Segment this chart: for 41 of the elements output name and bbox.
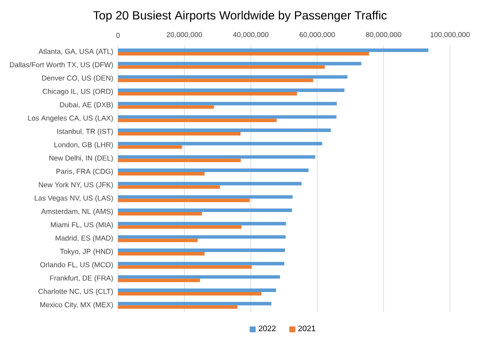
bar xyxy=(118,48,428,52)
bar xyxy=(118,182,302,186)
bar xyxy=(118,262,284,266)
bar xyxy=(118,88,344,92)
chart-title: Top 20 Busiest Airports Worldwide by Passenger Traffic xyxy=(93,10,387,22)
bar xyxy=(118,225,242,229)
bar xyxy=(118,75,348,79)
bar xyxy=(118,235,286,239)
bar xyxy=(118,65,325,69)
bar xyxy=(118,238,198,242)
bar xyxy=(118,52,369,56)
bar xyxy=(118,275,280,279)
bar xyxy=(118,78,314,82)
bar xyxy=(118,278,200,282)
bar xyxy=(118,128,331,132)
bar xyxy=(118,118,277,122)
bar xyxy=(118,302,272,306)
bar xyxy=(118,155,316,159)
bar xyxy=(118,208,292,212)
bar xyxy=(118,288,276,292)
bar xyxy=(118,195,293,199)
bar xyxy=(118,222,286,226)
bar xyxy=(118,158,241,162)
bar xyxy=(118,185,220,189)
bar xyxy=(118,212,202,216)
bar xyxy=(118,172,205,176)
bar xyxy=(118,142,322,146)
bar xyxy=(118,92,297,96)
bar xyxy=(118,62,362,66)
bar xyxy=(118,132,241,136)
bar xyxy=(118,292,262,296)
bar xyxy=(118,252,205,256)
bar xyxy=(118,115,336,119)
bar xyxy=(118,168,309,172)
bar xyxy=(118,105,214,109)
bar xyxy=(118,145,182,149)
bar xyxy=(118,305,238,309)
bar xyxy=(118,198,250,202)
bar xyxy=(118,248,285,252)
bar xyxy=(118,265,252,269)
bar xyxy=(118,102,337,106)
